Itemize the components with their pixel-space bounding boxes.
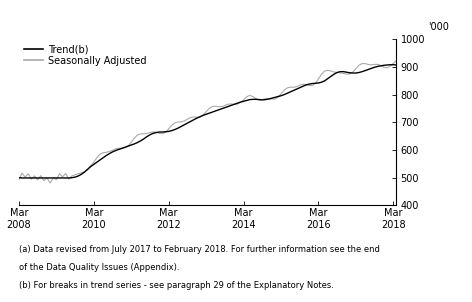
Text: (a) Data revised from July 2017 to February 2018. For further information see th: (a) Data revised from July 2017 to Febru…	[19, 245, 380, 254]
Text: (b) For breaks in trend series - see paragraph 29 of the Explanatory Notes.: (b) For breaks in trend series - see par…	[19, 281, 334, 290]
Legend: Trend(b), Seasonally Adjusted: Trend(b), Seasonally Adjusted	[24, 44, 146, 66]
Text: of the Data Quality Issues (Appendix).: of the Data Quality Issues (Appendix).	[19, 263, 179, 272]
Text: '000: '000	[428, 22, 448, 32]
